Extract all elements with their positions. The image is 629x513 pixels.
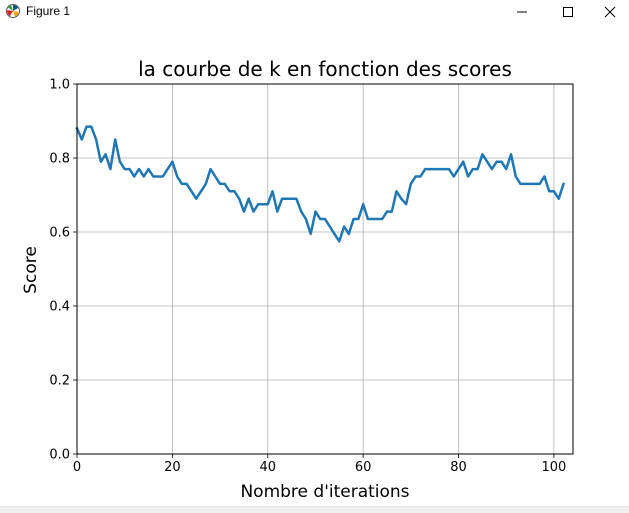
x-tick-label: 0 xyxy=(73,460,81,475)
matplotlib-icon xyxy=(6,4,20,18)
close-icon xyxy=(604,6,616,18)
maximize-button[interactable] xyxy=(545,0,591,24)
y-tick-label: 0.8 xyxy=(49,152,70,167)
minimize-icon xyxy=(517,11,527,13)
y-tick-label: 0.6 xyxy=(49,226,70,241)
x-tick-label: 60 xyxy=(355,460,372,475)
y-tick-label: 1.0 xyxy=(49,78,70,93)
window-title: Figure 1 xyxy=(26,4,71,18)
window-titlebar[interactable]: Figure 1 xyxy=(0,0,629,24)
chart-title: la courbe de k en fonction des scores xyxy=(138,57,512,81)
toolbar-strip xyxy=(0,506,629,513)
x-axis-label: Nombre d'iterations xyxy=(240,482,409,502)
y-tick-label: 0.0 xyxy=(49,448,70,463)
grid-lines xyxy=(76,83,573,455)
axis-ticks: 0 20 40 60 80 100 0.0 0.2 0.4 0.6 0.8 1.0 xyxy=(49,78,566,476)
figure-canvas[interactable]: la courbe de k en fonction des scores 0 2… xyxy=(0,24,629,506)
x-tick-label: 20 xyxy=(164,460,181,475)
y-axis-label: Score xyxy=(21,246,41,294)
line-chart: la courbe de k en fonction des scores 0 2… xyxy=(21,57,574,502)
x-tick-label: 40 xyxy=(259,460,276,475)
series-line xyxy=(75,125,566,243)
x-tick-label: 100 xyxy=(542,460,567,475)
y-tick-label: 0.2 xyxy=(49,374,70,389)
y-tick-label: 0.4 xyxy=(49,300,70,315)
x-tick-label: 80 xyxy=(450,460,467,475)
maximize-icon xyxy=(563,7,573,17)
minimize-button[interactable] xyxy=(499,0,545,24)
axes-frame xyxy=(76,83,574,455)
close-button[interactable] xyxy=(591,0,629,24)
